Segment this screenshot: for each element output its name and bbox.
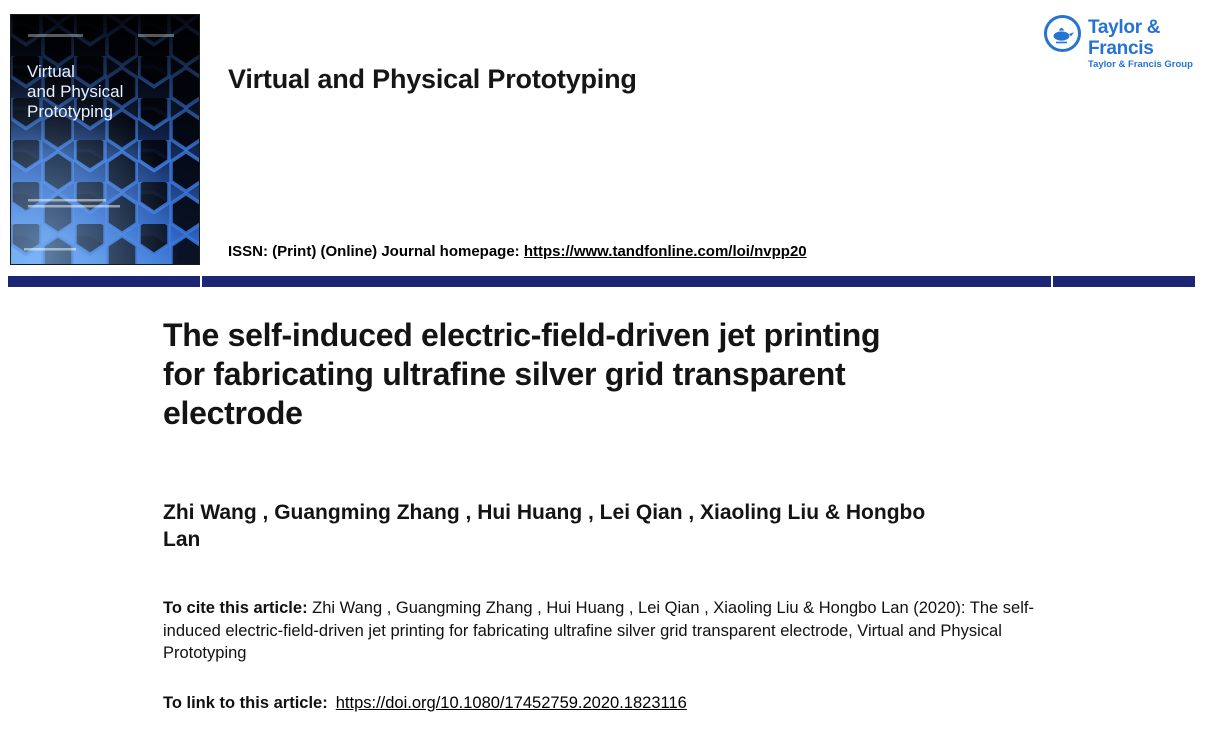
cover-masthead-deco (28, 34, 174, 37)
doi-line: To link to this article: https://doi.org/… (163, 694, 687, 713)
cover-title-line2: and Physical (27, 82, 123, 101)
logo-title: Taylor & Francis (1088, 17, 1161, 59)
doi-link[interactable]: https://doi.org/10.1080/17452759.2020.18… (335, 694, 687, 712)
article-title-line1: The self-induced electric-field-driven j… (163, 317, 881, 353)
article-title-line2: for fabricating ultrafine silver grid tr… (163, 356, 846, 392)
cover-art: Virtual and Physical Prototyping (10, 14, 200, 265)
journal-cover-image: Virtual and Physical Prototyping (10, 14, 200, 265)
issn-prefix: ISSN: (Print) (Online) Journal homepage: (228, 243, 524, 260)
issn-homepage-line: ISSN: (Print) (Online) Journal homepage:… (228, 243, 807, 260)
taylor-francis-wordmark: Taylor & Francis Taylor & Francis Group (1088, 15, 1219, 70)
journal-homepage-link[interactable]: https://www.tandfonline.com/loi/nvpp20 (523, 243, 807, 260)
divider-segment-right (1053, 276, 1195, 287)
author-line1: Zhi Wang , Guangming Zhang , Hui Huang ,… (163, 501, 926, 524)
article-title-line3: electrode (163, 395, 303, 431)
article-title: The self-induced electric-field-driven j… (163, 316, 881, 433)
divider-segment-left (8, 276, 200, 287)
taylor-francis-lamp-icon (1044, 15, 1081, 52)
journal-title: Virtual and Physical Prototyping (228, 64, 637, 94)
logo-subtitle: Taylor & Francis Group (1088, 59, 1193, 70)
cover-title-line1: Virtual (27, 62, 75, 81)
cover-title-line3: Prototyping (27, 102, 113, 121)
header-divider (0, 276, 1219, 287)
citation-paragraph: To cite this article: Zhi Wang , Guangmi… (163, 597, 1068, 665)
cite-text: Zhi Wang , Guangming Zhang , Hui Huang ,… (163, 599, 1034, 662)
cover-caption-deco (24, 199, 120, 251)
taylor-francis-logo: Taylor & Francis Taylor & Francis Group (1044, 15, 1219, 70)
author-line2: Lan (163, 528, 201, 551)
divider-segment-center (202, 276, 1051, 287)
doi-label: To link to this article: (163, 694, 328, 712)
cite-label: To cite this article: (163, 599, 308, 617)
author-list: Zhi Wang , Guangming Zhang , Hui Huang ,… (163, 499, 925, 553)
